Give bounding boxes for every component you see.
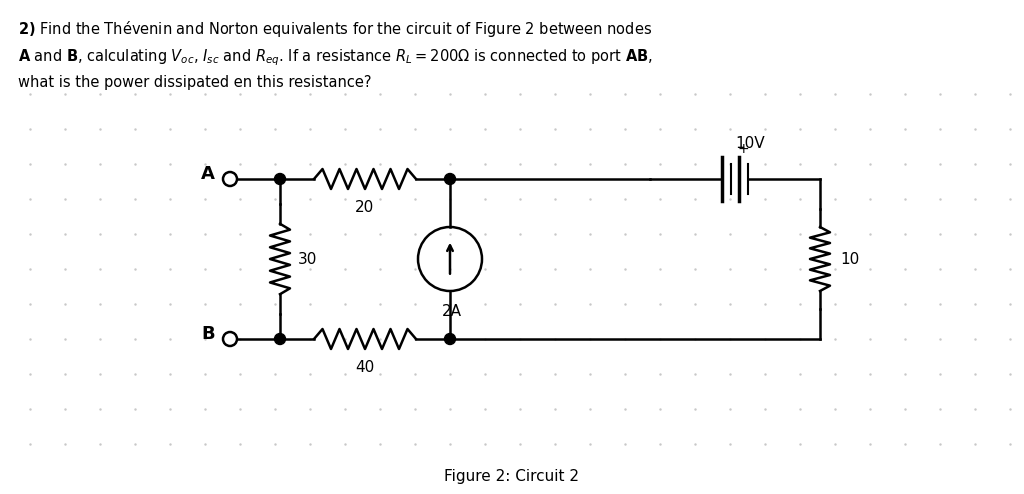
Text: 40: 40 (355, 360, 375, 374)
Circle shape (274, 333, 286, 344)
Text: $\mathbf{2)}$ Find the Thévenin and Norton equivalents for the circuit of Figure: $\mathbf{2)}$ Find the Thévenin and Nort… (18, 19, 652, 39)
Text: 10: 10 (840, 251, 859, 266)
Text: 2A: 2A (442, 303, 462, 319)
Text: 20: 20 (355, 200, 375, 214)
Text: what is the power dissipated en this resistance?: what is the power dissipated en this res… (18, 75, 372, 90)
Text: 30: 30 (298, 251, 317, 266)
Text: 10V: 10V (735, 136, 765, 152)
Text: +: + (737, 142, 749, 156)
Circle shape (274, 173, 286, 184)
Text: A: A (201, 165, 215, 183)
Text: Figure 2: Circuit 2: Figure 2: Circuit 2 (444, 468, 580, 484)
Circle shape (444, 333, 456, 344)
Circle shape (444, 173, 456, 184)
Text: $\mathbf{A}$ and $\mathbf{B}$, calculating $V_{oc}$, $I_{sc}$ and $R_{eq}$. If a: $\mathbf{A}$ and $\mathbf{B}$, calculati… (18, 47, 652, 68)
Text: B: B (201, 325, 215, 343)
